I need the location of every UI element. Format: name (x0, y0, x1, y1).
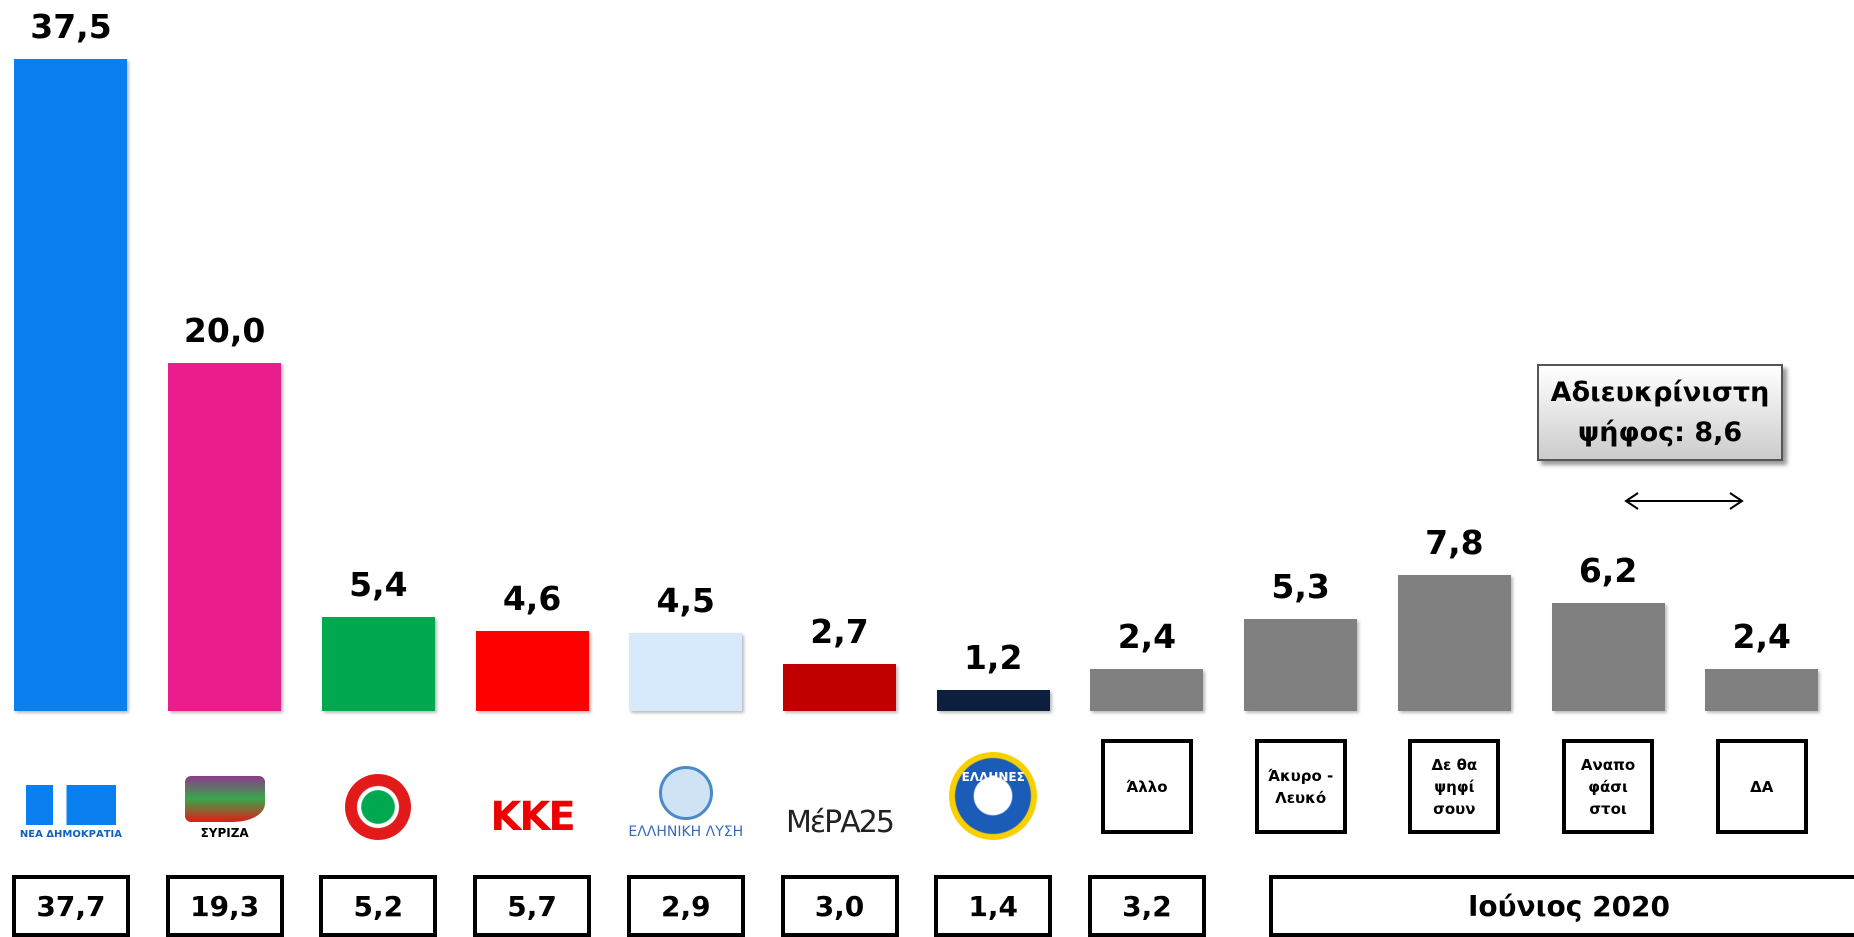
value-label: 5,4 (349, 565, 408, 605)
bar (475, 631, 589, 711)
category-label: ΜέΡΑ25 (786, 805, 895, 840)
previous-box: 19,3 (165, 875, 284, 937)
logo-shape (184, 776, 265, 822)
category-box: Άκυρο - Λευκό (1254, 739, 1347, 834)
category-label: ΕΛΛΗΝΙΚΗ ΛΥΣΗ (628, 824, 744, 840)
category-logo: ΕΛΛΗΝΙΚΗ ΛΥΣΗ (626, 720, 746, 840)
previous-box: 2,9 (626, 875, 745, 937)
bar (1244, 618, 1358, 711)
category-box: ΔΑ (1715, 739, 1808, 834)
previous-value: 2,9 (660, 889, 711, 923)
bar (1705, 669, 1819, 711)
previous-box: 37,7 (11, 875, 130, 937)
previous-value: 19,3 (190, 889, 260, 923)
annotation-box: Αδιευκρίνιστη ψήφος: 8,6 (1537, 364, 1783, 461)
value-label: 20,0 (183, 311, 266, 351)
arrow (1624, 492, 1744, 510)
category-label: Άκυρο - Λευκό (1268, 766, 1334, 807)
category-logo: ΣΥΡΙΖΑ (165, 720, 285, 840)
bar (1397, 575, 1511, 711)
previous-box: 5,2 (319, 875, 438, 937)
previous-label: Ιούνιος 2020 (1467, 889, 1671, 923)
value-label: 7,8 (1425, 523, 1484, 563)
bar (1551, 603, 1665, 711)
bar (1090, 669, 1204, 711)
previous-value: 1,4 (968, 889, 1018, 923)
bar (783, 664, 896, 711)
bar (14, 59, 128, 711)
category-label: ΚΚΕ (490, 794, 575, 840)
value-label: 4,5 (656, 580, 716, 620)
category-box: Δε θα ψηφί σουν (1408, 739, 1501, 834)
value-label: 6,2 (1578, 551, 1638, 591)
value-label: 37,5 (30, 7, 112, 46)
category-logo: ΕΛΛΗΝΕΣ (933, 720, 1053, 840)
previous-value: 3,2 (1122, 889, 1172, 923)
category-logo: ΚΚΕ (472, 720, 592, 840)
category-logo: ΜέΡΑ25 (780, 720, 900, 840)
annotation: Αδιευκρίνιστη ψήφος: 8,6 (1550, 376, 1770, 448)
value-label: 5,3 (1271, 566, 1330, 606)
logo-shape (25, 785, 116, 825)
previous-box: 5,7 (473, 875, 592, 937)
category-label: ΕΛΛΗΝΕΣ (961, 770, 1025, 784)
category-logo (318, 720, 438, 840)
category-logo: ΝΕΑ ΔΗΜΟΚΡΑΤΙΑ (11, 720, 131, 840)
previous-value: 5,2 (353, 889, 404, 923)
category-label: ΔΑ (1750, 777, 1774, 796)
value-label: 4,6 (502, 579, 562, 619)
bar (936, 690, 1050, 711)
previous-box: 1,4 (934, 875, 1053, 937)
logo-shape (345, 774, 412, 840)
category-label: Δε θα ψηφί σουν (1431, 755, 1478, 818)
previous-value: 3,0 (814, 889, 865, 923)
category-label: ΣΥΡΙΖΑ (200, 826, 249, 840)
category-box: Αναπο φάσι στοι (1562, 739, 1655, 834)
value-label: 2,7 (810, 612, 869, 652)
category-label: Άλλο (1126, 777, 1168, 796)
value-label: 1,2 (963, 638, 1023, 678)
bar (168, 363, 282, 711)
value-label: 2,4 (1117, 617, 1177, 657)
previous-box: 3,0 (780, 875, 899, 937)
bar (629, 632, 743, 711)
previous-value: 5,7 (507, 889, 557, 923)
bar (321, 617, 435, 711)
value-label: 2,4 (1732, 617, 1791, 657)
logo-shape (658, 766, 713, 820)
logo-shape (949, 752, 1038, 840)
category-box: Άλλο (1100, 739, 1193, 834)
category-label: ΝΕΑ ΔΗΜΟΚΡΑΤΙΑ (19, 829, 122, 840)
category-label: Αναπο φάσι στοι (1580, 755, 1636, 818)
previous-value: 37,7 (36, 889, 106, 923)
previous-label-box: Ιούνιος 2020 (1269, 875, 1854, 937)
previous-box: 3,2 (1087, 875, 1206, 937)
